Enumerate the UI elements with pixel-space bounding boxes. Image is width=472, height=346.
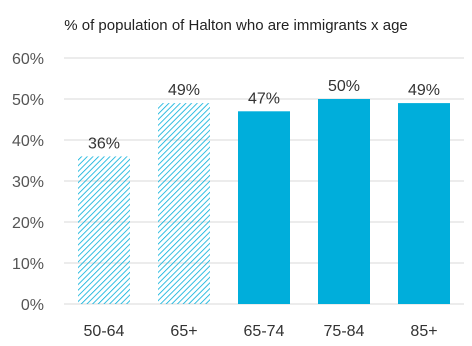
chart-title: % of population of Halton who are immigr…: [64, 17, 408, 34]
data-labels: 36% 49% 47% 50% 49%: [88, 78, 440, 152]
data-label-75-84: 50%: [328, 78, 360, 95]
x-tick-label-85+: 85+: [410, 323, 437, 340]
y-tick-label: 0%: [21, 297, 44, 314]
data-label-85+: 49%: [408, 82, 440, 99]
x-tick-label-65-74: 65-74: [244, 323, 285, 340]
y-tick-label: 60%: [12, 51, 44, 68]
x-tick-label-75-84: 75-84: [324, 323, 365, 340]
y-tick-label: 50%: [12, 92, 44, 109]
bar-85+: [398, 103, 450, 304]
bar-50-64: [78, 156, 130, 304]
bar-75-84: [318, 99, 370, 304]
data-label-50-64: 36%: [88, 135, 120, 152]
y-tick-label: 20%: [12, 215, 44, 232]
data-label-65+: 49%: [168, 82, 200, 99]
y-tick-label: 10%: [12, 256, 44, 273]
bar-65+: [158, 103, 210, 304]
y-tick-label: 30%: [12, 174, 44, 191]
x-tick-label-50-64: 50-64: [84, 323, 125, 340]
x-axis-tick-labels: 50-64 65+ 65-74 75-84 85+: [84, 323, 438, 340]
y-axis-tick-labels: 0% 10% 20% 30% 40% 50% 60%: [12, 51, 44, 314]
data-label-65-74: 47%: [248, 90, 280, 107]
y-tick-label: 40%: [12, 133, 44, 150]
bar-65-74: [238, 111, 290, 304]
x-tick-label-65+: 65+: [170, 323, 197, 340]
bars: [78, 99, 450, 304]
